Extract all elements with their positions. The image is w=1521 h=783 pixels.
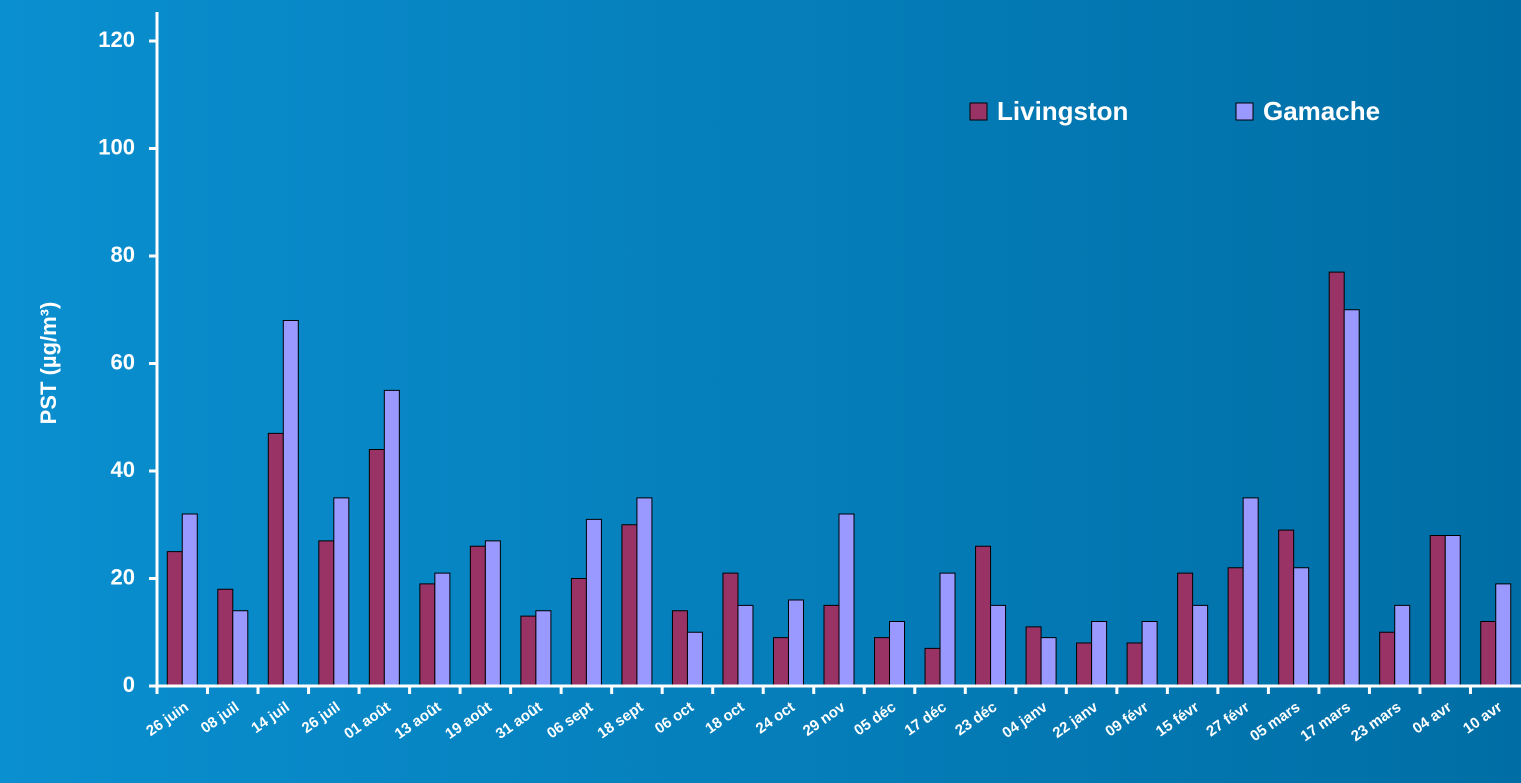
bar [585, 518, 602, 687]
bar [1379, 631, 1396, 687]
y-tick-label: 20 [111, 564, 135, 589]
bar [889, 621, 906, 687]
bar [267, 432, 284, 687]
bar [924, 647, 941, 687]
bar [671, 610, 688, 687]
legend-swatch [969, 102, 988, 121]
bar [737, 604, 754, 687]
legend-label: Gamache [1263, 96, 1380, 126]
bar [787, 599, 804, 687]
bar [823, 604, 840, 687]
bar [1394, 604, 1411, 687]
bar [469, 545, 486, 687]
bar [1343, 309, 1360, 687]
bar [1177, 572, 1194, 687]
bar [1480, 621, 1497, 687]
bar [1293, 567, 1310, 687]
bar [621, 524, 638, 687]
y-axis-label: PST (µg/m³) [36, 302, 61, 425]
bar [1076, 642, 1093, 687]
bar [686, 631, 703, 687]
bar [232, 610, 249, 687]
bar [318, 540, 335, 687]
y-tick-label: 40 [111, 457, 135, 482]
bar [434, 572, 451, 687]
legend-swatch [1235, 102, 1254, 121]
bar [1429, 535, 1446, 687]
bar [419, 583, 436, 687]
bar [1242, 497, 1259, 687]
bar [333, 497, 350, 687]
bar [1278, 529, 1295, 687]
bar [1495, 583, 1512, 687]
bar [722, 572, 739, 687]
bar [990, 604, 1007, 687]
bar [1126, 642, 1143, 687]
bar [520, 615, 537, 687]
bar [939, 572, 956, 687]
y-tick-label: 120 [98, 27, 135, 52]
bar [838, 513, 855, 687]
bar [975, 545, 992, 687]
bar [1444, 535, 1461, 687]
y-tick-label: 80 [111, 242, 135, 267]
bar [1040, 637, 1057, 687]
legend-label: Livingston [997, 96, 1128, 126]
bar [383, 389, 400, 687]
bar [535, 610, 552, 687]
bar [1025, 626, 1042, 687]
bar [1141, 621, 1158, 687]
bar [368, 449, 385, 687]
bar [636, 497, 653, 687]
bar [874, 637, 891, 687]
bar [484, 540, 501, 687]
bar [166, 551, 183, 687]
bar [217, 588, 234, 687]
bar [1192, 604, 1209, 687]
y-tick-label: 0 [123, 672, 135, 697]
bar [181, 513, 198, 687]
bar [570, 578, 587, 687]
bar [1227, 567, 1244, 687]
y-tick-label: 100 [98, 134, 135, 159]
bar [282, 320, 299, 687]
bar [1091, 621, 1108, 687]
bar [1328, 271, 1345, 687]
y-tick-label: 60 [111, 349, 135, 374]
bar [772, 637, 789, 687]
